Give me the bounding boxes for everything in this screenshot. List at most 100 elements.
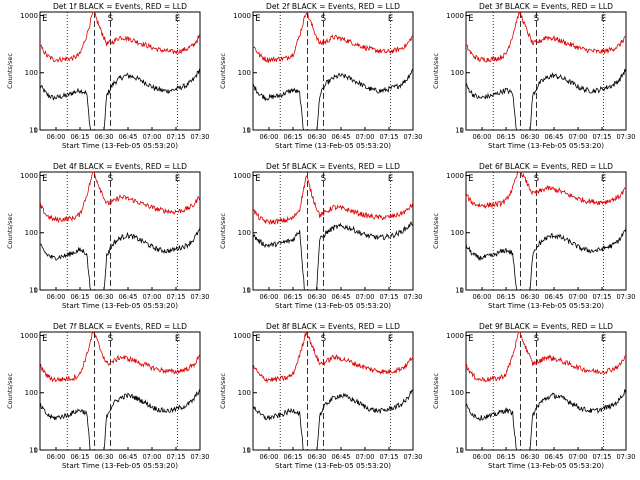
x-tick-label: 06:45 xyxy=(118,453,137,461)
x-tick-label: 07:30 xyxy=(190,293,209,301)
y-axis-label: Counts/sec xyxy=(432,213,440,249)
lld-series-line xyxy=(252,331,414,384)
chart-panel-4: Det 4f BLACK = Events, RED = LLD Counts/s… xyxy=(6,162,210,310)
interval-marker-label: E xyxy=(388,334,393,344)
interval-marker-label: S xyxy=(108,14,113,24)
chart-title: Det 8f BLACK = Events, RED = LLD xyxy=(266,322,400,331)
x-tick-label: 06:45 xyxy=(544,293,563,301)
x-tick-label: 06:45 xyxy=(544,133,563,141)
y-axis-label: Counts/sec xyxy=(219,213,227,249)
x-tick-label: 07:15 xyxy=(379,133,398,141)
plot-frame xyxy=(39,171,201,291)
x-tick-label: 06:30 xyxy=(520,293,539,301)
chart-panel-9: Det 9f BLACK = Events, RED = LLD Counts/s… xyxy=(432,322,636,470)
chart-panel-7: Det 7f BLACK = Events, RED = LLD Counts/s… xyxy=(6,322,210,470)
x-tick-label: 07:00 xyxy=(142,133,161,141)
x-tick-label: 06:00 xyxy=(46,133,65,141)
y-tick-label: 10 xyxy=(242,127,251,135)
x-tick-label: 07:15 xyxy=(166,133,185,141)
y-tick-label: 10 xyxy=(29,447,38,455)
y-tick-label: 1000 xyxy=(233,12,251,20)
interval-marker-label: E xyxy=(601,14,606,24)
chart-title: Det 7f BLACK = Events, RED = LLD xyxy=(53,322,187,331)
interval-marker-label: E xyxy=(42,174,47,184)
x-tick-label: 06:30 xyxy=(94,453,113,461)
y-tick-label: 100 xyxy=(238,69,251,77)
x-axis-label: Start Time (13-Feb-05 05:53:20) xyxy=(275,141,391,150)
y-axis-label: Counts/sec xyxy=(6,53,14,89)
interval-marker-label: S xyxy=(321,334,326,344)
interval-marker-label: E xyxy=(468,174,473,184)
chart-title: Det 6f BLACK = Events, RED = LLD xyxy=(479,162,613,171)
y-tick-label: 1 xyxy=(247,127,251,135)
x-tick-label: 07:00 xyxy=(142,453,161,461)
chart-title: Det 5f BLACK = Events, RED = LLD xyxy=(266,162,400,171)
x-tick-label: 06:00 xyxy=(472,453,491,461)
x-axis-label: Start Time (13-Feb-05 05:53:20) xyxy=(275,301,391,310)
chart-title: Det 1f BLACK = Events, RED = LLD xyxy=(53,2,187,11)
x-tick-label: 06:00 xyxy=(472,293,491,301)
x-tick-label: 06:00 xyxy=(259,453,278,461)
interval-marker-label: E xyxy=(175,334,180,344)
interval-marker-label: E xyxy=(601,174,606,184)
y-tick-label: 1000 xyxy=(446,332,464,340)
interval-marker-label: E xyxy=(468,14,473,24)
y-tick-label: 100 xyxy=(25,389,38,397)
interval-marker-label: S xyxy=(321,14,326,24)
y-tick-label: 100 xyxy=(238,389,251,397)
events-series-line xyxy=(39,226,201,291)
x-tick-label: 06:45 xyxy=(331,453,350,461)
plot-frame xyxy=(39,331,201,451)
interval-marker-label: E xyxy=(255,14,260,24)
plot-frame xyxy=(252,11,414,131)
x-axis-label: Start Time (13-Feb-05 05:53:20) xyxy=(488,141,604,150)
x-axis-label: Start Time (13-Feb-05 05:53:20) xyxy=(62,301,178,310)
x-tick-label: 06:15 xyxy=(283,453,302,461)
lld-series-line xyxy=(252,11,414,64)
x-tick-label: 07:30 xyxy=(616,293,635,301)
plot-frame xyxy=(252,171,414,291)
x-tick-label: 07:00 xyxy=(568,133,587,141)
events-series-line xyxy=(465,68,627,131)
interval-marker-label: S xyxy=(534,174,539,184)
x-tick-label: 07:30 xyxy=(403,453,422,461)
x-tick-label: 06:45 xyxy=(331,293,350,301)
y-tick-label: 100 xyxy=(25,69,38,77)
x-tick-label: 06:00 xyxy=(472,133,491,141)
x-axis-label: Start Time (13-Feb-05 05:53:20) xyxy=(62,461,178,470)
lld-series-line xyxy=(252,175,414,226)
x-tick-label: 06:15 xyxy=(70,293,89,301)
y-tick-label: 100 xyxy=(451,229,464,237)
interval-marker-label: E xyxy=(601,334,606,344)
y-tick-label: 1 xyxy=(34,287,38,295)
y-tick-label: 1 xyxy=(34,127,38,135)
y-tick-label: 1000 xyxy=(233,172,251,180)
x-axis-label: Start Time (13-Feb-05 05:53:20) xyxy=(62,141,178,150)
x-tick-label: 07:00 xyxy=(355,453,374,461)
chart-title: Det 9f BLACK = Events, RED = LLD xyxy=(479,322,613,331)
y-axis-label: Counts/sec xyxy=(432,53,440,89)
y-tick-label: 1000 xyxy=(20,332,38,340)
x-tick-label: 06:15 xyxy=(70,133,89,141)
y-tick-label: 1000 xyxy=(446,172,464,180)
y-tick-label: 1 xyxy=(460,127,464,135)
x-tick-label: 06:30 xyxy=(307,453,326,461)
x-tick-label: 06:30 xyxy=(94,133,113,141)
x-tick-label: 07:15 xyxy=(592,293,611,301)
y-axis-label: Counts/sec xyxy=(6,373,14,409)
y-tick-label: 1 xyxy=(460,447,464,455)
y-tick-label: 1 xyxy=(460,287,464,295)
x-tick-label: 06:00 xyxy=(259,133,278,141)
x-tick-label: 06:00 xyxy=(46,453,65,461)
chart-panel-2: Det 2f BLACK = Events, RED = LLD Counts/s… xyxy=(219,2,423,150)
events-series-line xyxy=(252,388,414,451)
y-tick-label: 1000 xyxy=(20,12,38,20)
x-tick-label: 07:30 xyxy=(616,453,635,461)
y-tick-label: 1 xyxy=(247,447,251,455)
x-tick-label: 07:30 xyxy=(190,133,209,141)
chart-panel-1: Det 1f BLACK = Events, RED = LLD Counts/s… xyxy=(6,2,210,150)
events-series-line xyxy=(252,68,414,131)
y-tick-label: 1 xyxy=(247,287,251,295)
interval-marker-label: E xyxy=(388,174,393,184)
